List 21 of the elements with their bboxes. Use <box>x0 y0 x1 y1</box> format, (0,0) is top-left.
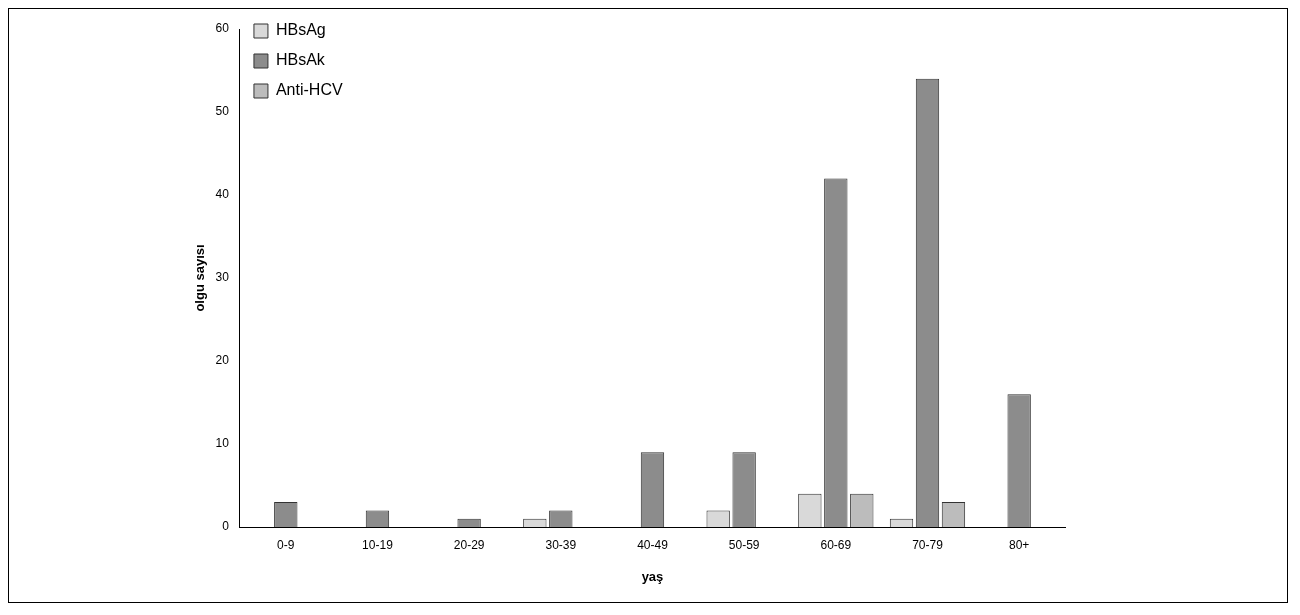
x-tick-label: 50-59 <box>728 537 760 552</box>
y-tick-label: 60 <box>215 21 230 36</box>
x-tick-label: 10-19 <box>362 537 394 552</box>
legend-label: Anti-HCV <box>275 81 343 99</box>
x-tick-label: 20-29 <box>453 537 485 552</box>
y-tick-label: 10 <box>215 436 230 451</box>
legend-label: HBsAk <box>275 51 326 69</box>
y-tick-label: 50 <box>215 104 230 119</box>
y-tick-label: 20 <box>215 353 230 368</box>
x-tick-label: 40-49 <box>637 537 669 552</box>
x-axis-title: yaş <box>641 568 664 584</box>
x-tick-label: 70-79 <box>912 537 944 552</box>
x-tick-label: 60-69 <box>820 537 852 552</box>
y-tick-label: 40 <box>215 187 230 202</box>
x-tick-label: 0-9 <box>277 537 295 552</box>
y-tick-label: 0 <box>222 519 230 534</box>
legend-label: HBsAg <box>275 21 326 39</box>
y-tick-label: 30 <box>215 270 230 285</box>
y-axis-title: olgu sayısı <box>192 244 208 312</box>
x-tick-label: 80+ <box>1008 537 1030 552</box>
x-tick-label: 30-39 <box>545 537 577 552</box>
